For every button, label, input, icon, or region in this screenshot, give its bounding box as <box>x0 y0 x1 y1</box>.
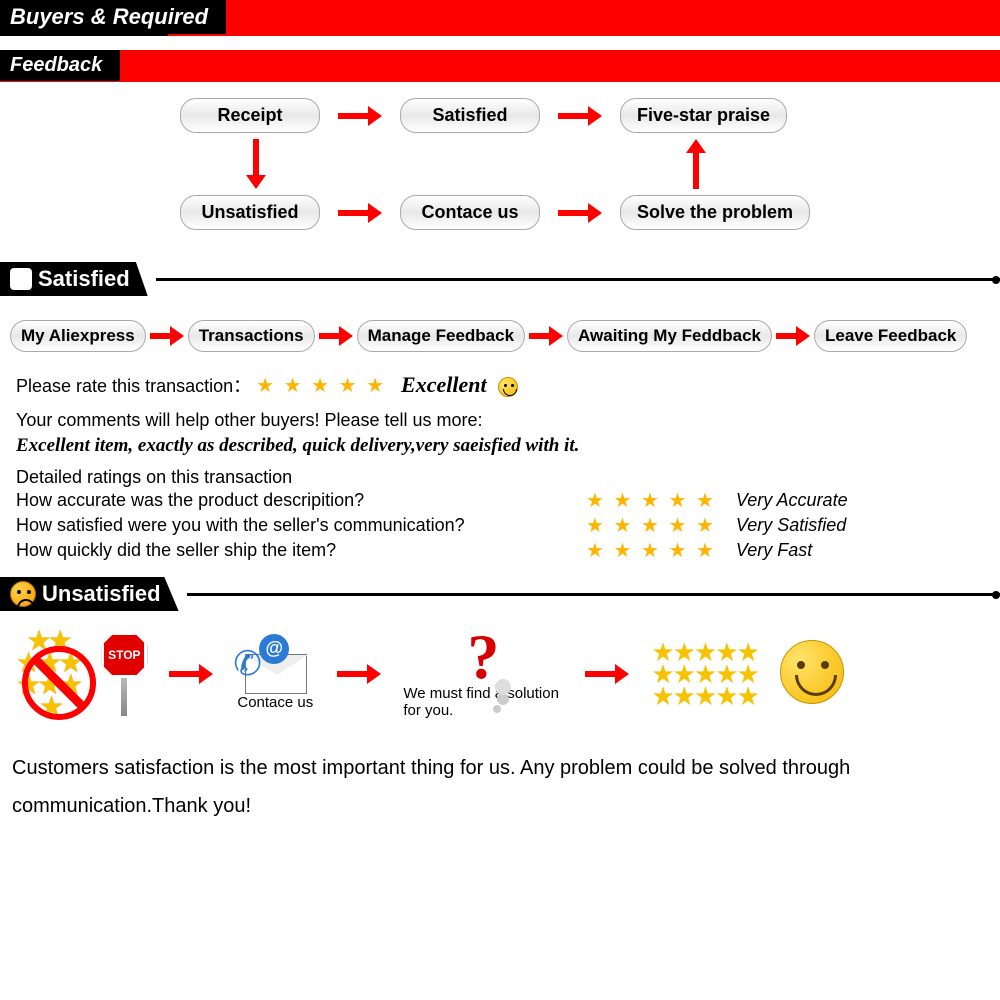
detail-stars: ★ ★ ★ ★ ★ <box>586 488 716 513</box>
arrow-right-icon <box>558 203 602 223</box>
step-my-aliexpress: My Aliexpress <box>10 320 146 352</box>
buyers-required-banner: Buyers & Required <box>0 0 1000 36</box>
arrow-right-icon <box>776 326 810 346</box>
detail-answer: Very Satisfied <box>736 515 846 536</box>
flow-node-unsatisfied: Unsatisfied <box>180 195 320 230</box>
rating-line: Please rate this transaction： ★ ★ ★ ★ ★ … <box>16 372 984 398</box>
detail-question: How satisfied were you with the seller's… <box>16 515 586 536</box>
rating-block: Please rate this transaction： ★ ★ ★ ★ ★ … <box>0 364 1000 571</box>
arrow-right-icon <box>558 106 602 126</box>
unsatisfied-tab: Unsatisfied <box>0 577 179 611</box>
mail-phone-icon: @✆ <box>235 638 315 694</box>
unsatisfied-label: Unsatisfied <box>42 581 161 607</box>
flow-node-solve: Solve the problem <box>620 195 810 230</box>
feedback-label: Feedback <box>0 50 120 81</box>
sample-comment: Excellent item, exactly as described, qu… <box>16 435 984 457</box>
unsatisfied-infographic: ★★★★★★★★ ★ STOP @✆ Contace us ? We must … <box>0 611 1000 727</box>
comments-prompt: Your comments will help other buyers! Pl… <box>16 410 984 431</box>
arrow-right-icon <box>585 664 629 684</box>
flow-vertical-links <box>180 133 940 195</box>
satisfied-tab: Satisfied <box>0 262 148 296</box>
section-rule <box>187 593 1000 596</box>
detail-question: How accurate was the product descripitio… <box>16 490 586 511</box>
detailed-ratings: Detailed ratings on this transaction How… <box>16 467 984 563</box>
five-star-grid-icon: ★★★★★★★★★★★★★★★ <box>651 641 758 707</box>
arrow-right-icon <box>529 326 563 346</box>
satisfied-section-bar: Satisfied <box>0 262 1000 296</box>
satisfied-label: Satisfied <box>38 266 130 292</box>
stop-sign: STOP <box>101 632 147 678</box>
feedback-flow-diagram: Receipt Satisfied Five-star praise Unsat… <box>0 82 1000 256</box>
detail-row: How quickly did the seller ship the item… <box>16 538 984 563</box>
rating-prompt: Please rate this transaction： <box>16 376 251 396</box>
detail-row: How accurate was the product descripitio… <box>16 488 984 513</box>
arrow-down-icon <box>246 139 266 189</box>
detail-question: How quickly did the seller ship the item… <box>16 540 586 561</box>
unsatisfied-section-bar: Unsatisfied <box>0 577 1000 611</box>
flow-row-top: Receipt Satisfied Five-star praise <box>180 98 940 133</box>
step-transactions: Transactions <box>188 320 315 352</box>
question-mark-icon: ? <box>467 629 499 685</box>
arrow-right-icon <box>338 203 382 223</box>
arrow-right-icon <box>337 664 381 684</box>
thumbs-up-icon <box>10 268 32 290</box>
flow-node-satisfied: Satisfied <box>400 98 540 133</box>
detail-stars: ★ ★ ★ ★ ★ <box>586 513 716 538</box>
flow-node-fivestar: Five-star praise <box>620 98 787 133</box>
flow-node-contact: Contace us <box>400 195 540 230</box>
smiley-icon <box>498 377 518 397</box>
sad-face-icon <box>10 581 36 607</box>
arrow-right-icon <box>319 326 353 346</box>
step-leave-feedback: Leave Feedback <box>814 320 967 352</box>
contact-us-item: @✆ Contace us <box>235 638 315 711</box>
rating-excellent: Excellent <box>401 372 487 397</box>
rating-stars: ★ ★ ★ ★ ★ <box>256 375 386 397</box>
solution-item: ? We must find a solution for you. <box>403 629 563 719</box>
section-rule <box>156 278 1000 281</box>
detail-answer: Very Fast <box>736 540 812 561</box>
detail-answer: Very Accurate <box>736 490 848 511</box>
happy-face-icon <box>780 640 844 708</box>
flow-node-receipt: Receipt <box>180 98 320 133</box>
feedback-banner: Feedback <box>0 50 1000 82</box>
footer-message: Customers satisfaction is the most impor… <box>0 727 1000 847</box>
buyers-required-label: Buyers & Required <box>0 0 226 34</box>
no-bad-rating-icon: ★★★★★★★★ ★ <box>16 630 79 718</box>
contact-us-label: Contace us <box>235 694 315 711</box>
arrow-right-icon <box>150 326 184 346</box>
arrow-right-icon <box>338 106 382 126</box>
detail-row: How satisfied were you with the seller's… <box>16 513 984 538</box>
step-awaiting: Awaiting My Feddback <box>567 320 772 352</box>
arrow-up-icon <box>686 139 706 189</box>
detail-stars: ★ ★ ★ ★ ★ <box>586 538 716 563</box>
detail-title: Detailed ratings on this transaction <box>16 467 984 488</box>
step-manage-feedback: Manage Feedback <box>357 320 525 352</box>
feedback-steps: My Aliexpress Transactions Manage Feedba… <box>0 296 1000 364</box>
stop-sign-icon: STOP <box>101 632 147 716</box>
arrow-right-icon <box>169 664 213 684</box>
flow-row-bottom: Unsatisfied Contace us Solve the problem <box>180 195 940 230</box>
